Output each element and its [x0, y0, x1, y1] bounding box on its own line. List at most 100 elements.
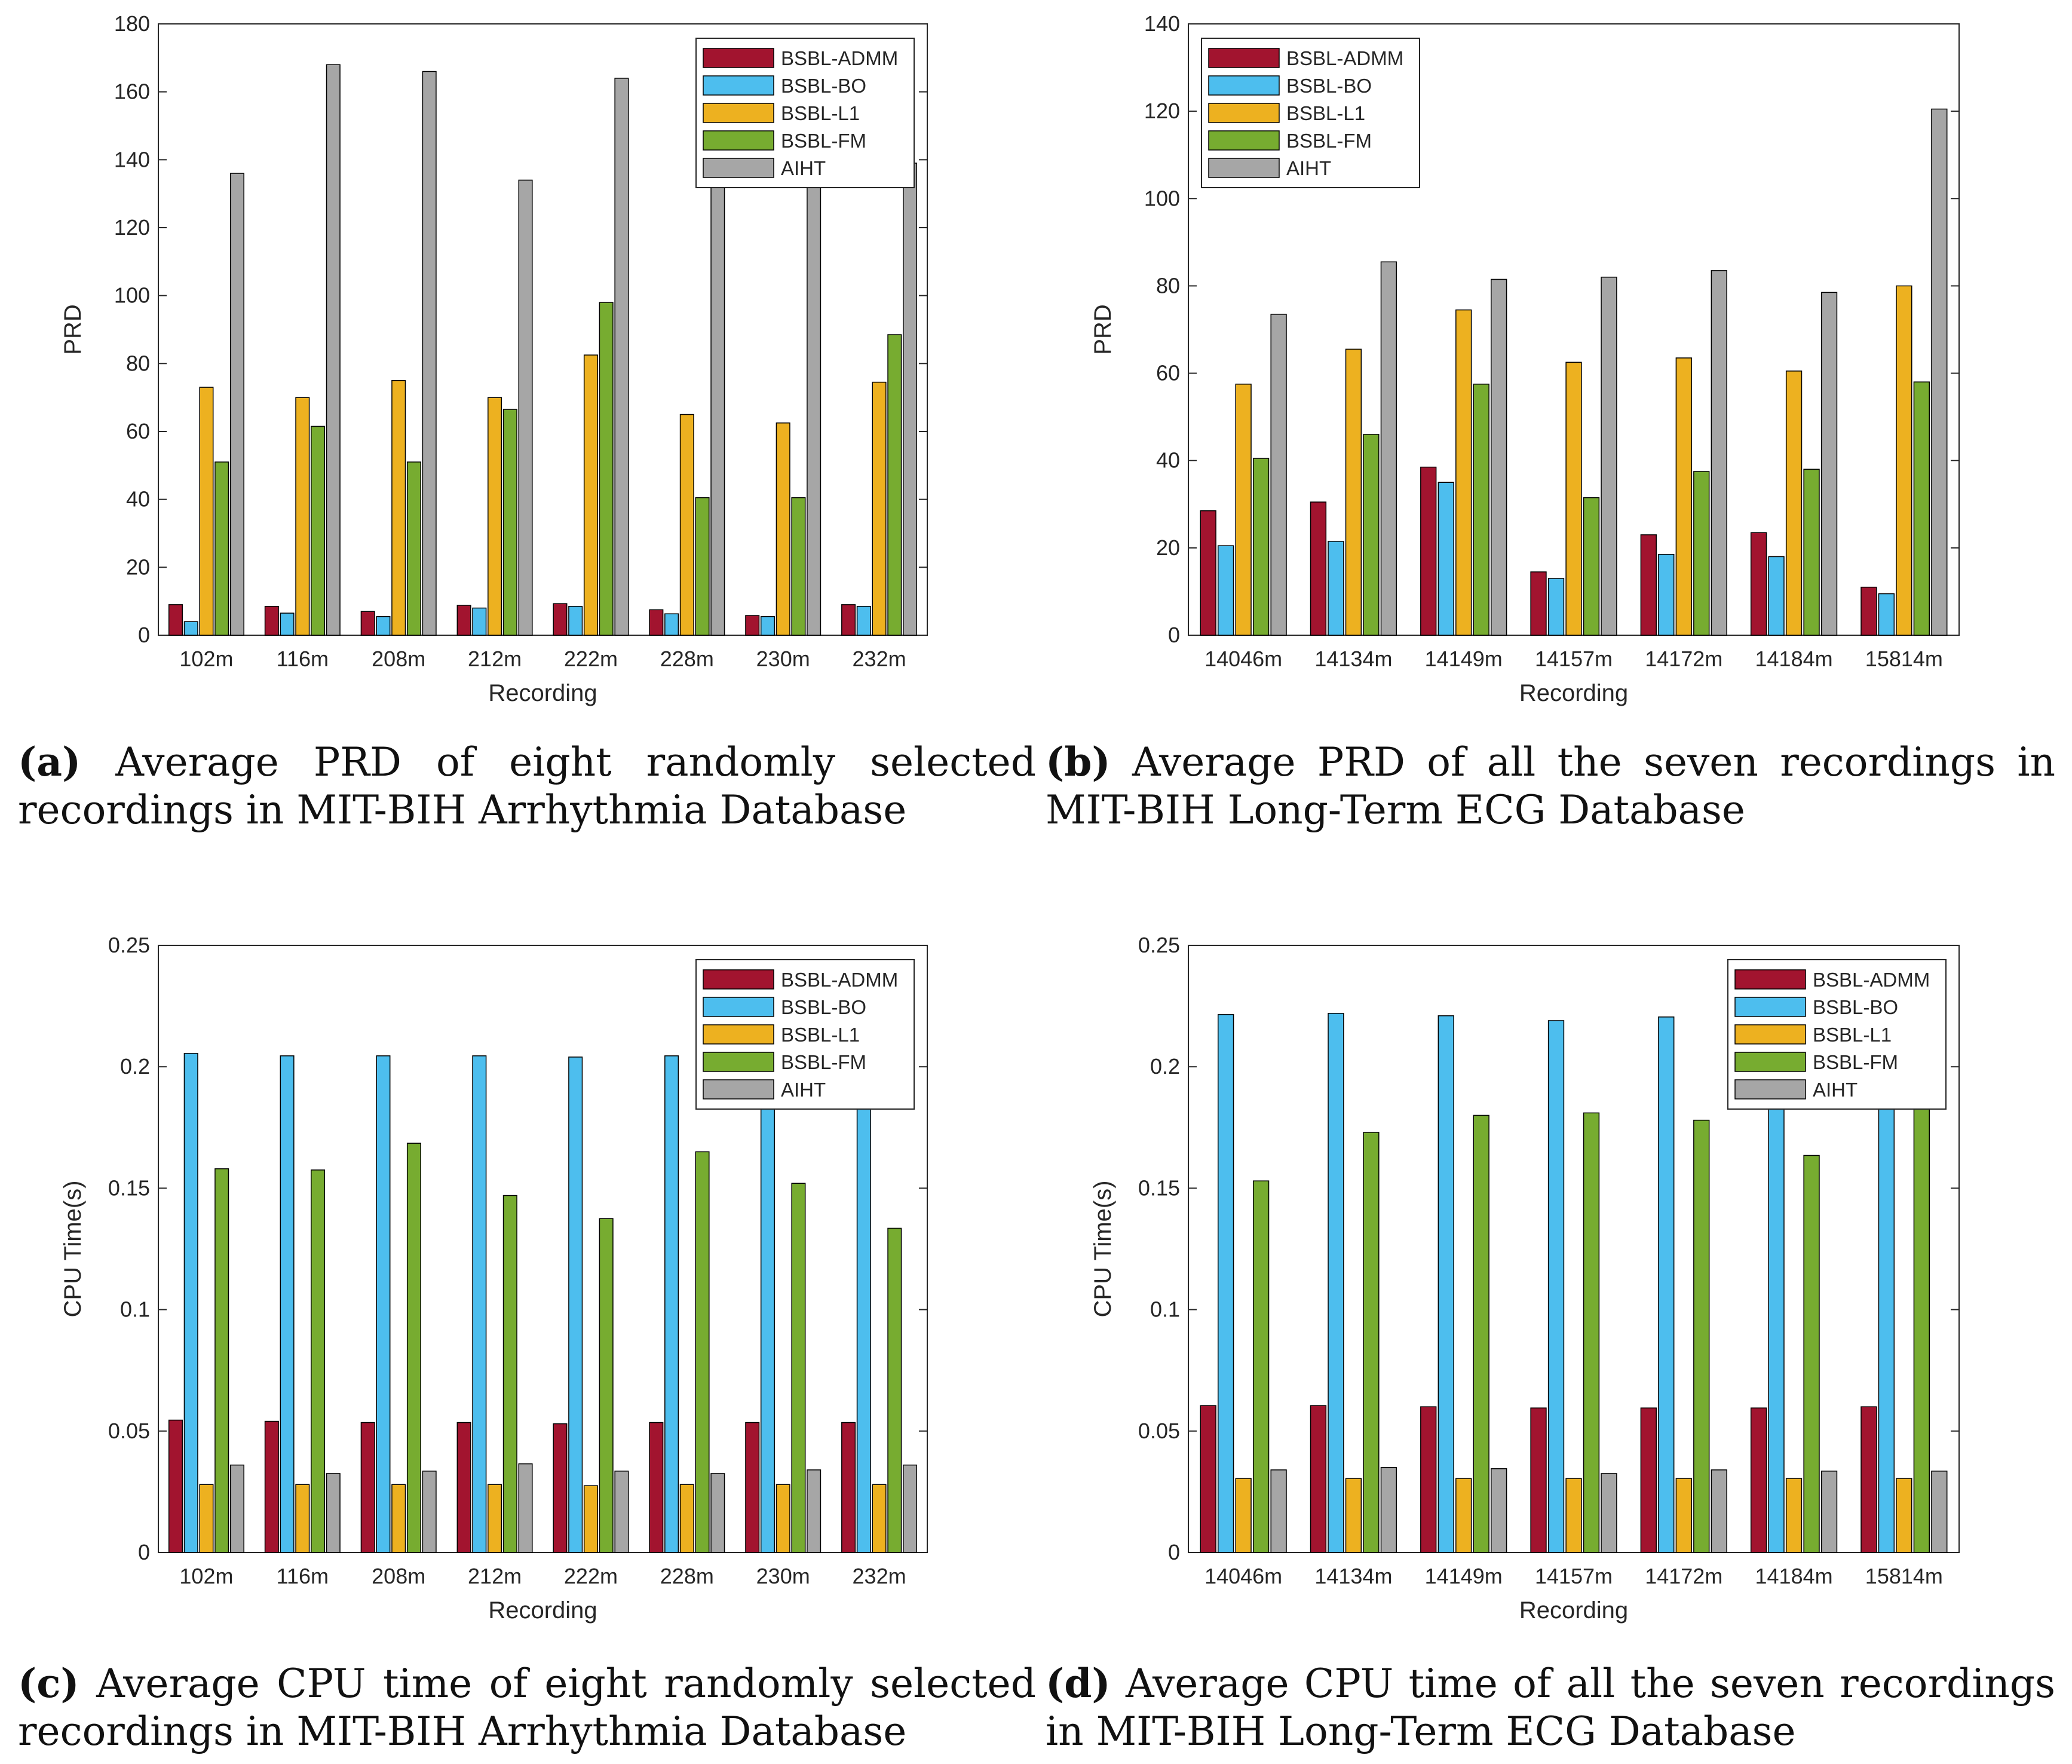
bar-bsbl-bo-14134m: [1328, 541, 1344, 636]
legend-swatch-aiht: [703, 1079, 774, 1100]
legend-label-bsbl-fm: BSBL-FM: [1813, 1051, 1898, 1073]
y-tick-label: 0.2: [1150, 1054, 1180, 1079]
bar-bsbl-l1-208m: [391, 1484, 406, 1553]
bar-bsbl-l1-14157m: [1565, 362, 1582, 636]
legend-swatch-aiht: [1208, 158, 1280, 178]
y-tick-label: 0.2: [120, 1054, 150, 1079]
y-tick-label: 0.25: [1138, 933, 1180, 957]
y-tick-label: 40: [126, 487, 150, 512]
bar-bsbl-admm-14157m: [1530, 571, 1547, 636]
legend-label-bsbl-admm: BSBL-ADMM: [781, 969, 898, 991]
bar-bsbl-admm-14046m: [1200, 1405, 1216, 1553]
bar-aiht-14046m: [1270, 314, 1287, 636]
x-tick-label: 230m: [756, 647, 810, 671]
bar-bsbl-admm-14172m: [1640, 1407, 1657, 1553]
bar-bsbl-bo-14184m: [1768, 556, 1785, 636]
legend-swatch-bsbl-l1: [1734, 1024, 1806, 1045]
y-tick-label: 20: [126, 555, 150, 579]
legend-swatch-aiht: [703, 158, 774, 178]
bar-bsbl-l1-14184m: [1785, 370, 1803, 636]
y-tick-label: 140: [114, 147, 150, 172]
bar-bsbl-fm-212m: [502, 1195, 517, 1553]
bar-bsbl-bo-14134m: [1328, 1013, 1344, 1553]
bar-bsbl-fm-14134m: [1363, 434, 1380, 636]
bar-bsbl-admm-116m: [264, 1420, 279, 1553]
bar-bsbl-bo-102m: [183, 621, 198, 636]
bar-bsbl-l1-212m: [488, 397, 502, 636]
legend-label-aiht: AIHT: [781, 157, 826, 179]
bar-aiht-14184m: [1820, 1471, 1838, 1553]
bar-bsbl-fm-230m: [791, 1183, 806, 1553]
legend-label-bsbl-bo: BSBL-BO: [781, 75, 866, 97]
bar-bsbl-fm-14046m: [1252, 1180, 1270, 1553]
bar-aiht-102m: [229, 1464, 244, 1553]
legend-swatch-bsbl-fm: [1208, 130, 1280, 151]
bar-bsbl-admm-208m: [360, 611, 375, 636]
x-tick-label: 14184m: [1755, 647, 1833, 671]
bar-bsbl-bo-228m: [664, 613, 679, 636]
legend-label-bsbl-l1: BSBL-L1: [781, 1024, 860, 1046]
bar-bsbl-fm-116m: [311, 425, 326, 636]
legend-label-bsbl-l1: BSBL-L1: [781, 102, 860, 124]
legend-label-bsbl-bo: BSBL-BO: [1286, 75, 1372, 97]
x-tick-label: 15814m: [1865, 1564, 1943, 1588]
bar-bsbl-admm-208m: [360, 1422, 375, 1553]
chart-panel-a: 0 20 40 60 80 100 120 140 160 180 102m 116m 208m 212m…: [0, 0, 1036, 833]
bar-bsbl-bo-212m: [472, 607, 487, 636]
y-axis-label: PRD: [60, 304, 86, 354]
bar-bsbl-fm-14184m: [1803, 1154, 1820, 1553]
bar-bsbl-fm-14184m: [1803, 468, 1820, 636]
legend: BSBL-ADMM BSBL-BO BSBL-L1 BSBL-FM AIHT: [695, 38, 915, 188]
legend-swatch-bsbl-l1: [703, 1024, 774, 1045]
y-tick-label: 0.15: [1138, 1175, 1180, 1200]
legend-swatch-bsbl-l1: [703, 103, 774, 123]
legend: BSBL-ADMM BSBL-BO BSBL-L1 BSBL-FM AIHT: [1201, 38, 1420, 188]
bar-bsbl-fm-222m: [599, 1218, 614, 1553]
bar-bsbl-fm-15814m: [1913, 1076, 1930, 1553]
x-tick-label: 222m: [564, 1564, 618, 1588]
bar-bsbl-l1-212m: [488, 1484, 502, 1553]
bar-bsbl-fm-208m: [406, 461, 421, 636]
bar-aiht-212m: [518, 1463, 533, 1553]
bar-bsbl-l1-15814m: [1896, 1478, 1912, 1553]
y-tick-label: 160: [114, 79, 150, 104]
legend-label-bsbl-admm: BSBL-ADMM: [1813, 969, 1930, 991]
bar-aiht-212m: [518, 179, 533, 636]
y-tick-label: 0.05: [108, 1419, 150, 1443]
caption-tag-b: (b): [1046, 739, 1111, 785]
x-tick-label: 222m: [564, 647, 618, 671]
legend-swatch-bsbl-fm: [1734, 1052, 1806, 1072]
bar-bsbl-bo-14172m: [1658, 554, 1675, 636]
y-axis-label: PRD: [1090, 304, 1116, 354]
x-axis-label: Recording: [488, 680, 597, 706]
legend-swatch-bsbl-admm: [1208, 48, 1280, 68]
bar-aiht-232m: [903, 163, 918, 636]
bar-bsbl-l1-102m: [199, 387, 214, 636]
bar-bsbl-bo-116m: [280, 1055, 295, 1553]
x-axis-label: Recording: [1519, 680, 1628, 706]
legend-label-aiht: AIHT: [781, 1079, 826, 1101]
bar-bsbl-bo-14046m: [1218, 545, 1234, 636]
bar-bsbl-l1-222m: [583, 1485, 598, 1553]
bar-bsbl-bo-230m: [760, 615, 775, 636]
x-tick-label: 14134m: [1314, 647, 1392, 671]
caption-tag-a: (a): [18, 739, 81, 785]
legend-swatch-bsbl-bo: [1734, 997, 1806, 1017]
legend-swatch-bsbl-admm: [1734, 969, 1806, 990]
bar-aiht-14184m: [1820, 292, 1838, 636]
bar-bsbl-bo-208m: [376, 1055, 391, 1553]
bar-bsbl-l1-232m: [872, 381, 887, 636]
legend-swatch-bsbl-bo: [703, 75, 774, 96]
bar-bsbl-l1-14134m: [1345, 1478, 1362, 1553]
bar-bsbl-fm-14149m: [1473, 384, 1489, 636]
bar-bsbl-l1-14172m: [1675, 1478, 1692, 1553]
y-tick-label: 80: [126, 351, 150, 375]
x-tick-label: 14172m: [1645, 1564, 1722, 1588]
bar-bsbl-bo-14149m: [1437, 1015, 1454, 1553]
x-tick-label: 102m: [179, 1564, 233, 1588]
bar-aiht-15814m: [1931, 1471, 1948, 1553]
bar-bsbl-admm-14184m: [1750, 532, 1767, 636]
chart-b: 0 20 40 60 80 100 120 140 14046m 14134m 14149m 1415…: [1090, 11, 1960, 706]
legend-swatch-bsbl-admm: [703, 969, 774, 990]
y-tick-label: 60: [1156, 361, 1180, 385]
